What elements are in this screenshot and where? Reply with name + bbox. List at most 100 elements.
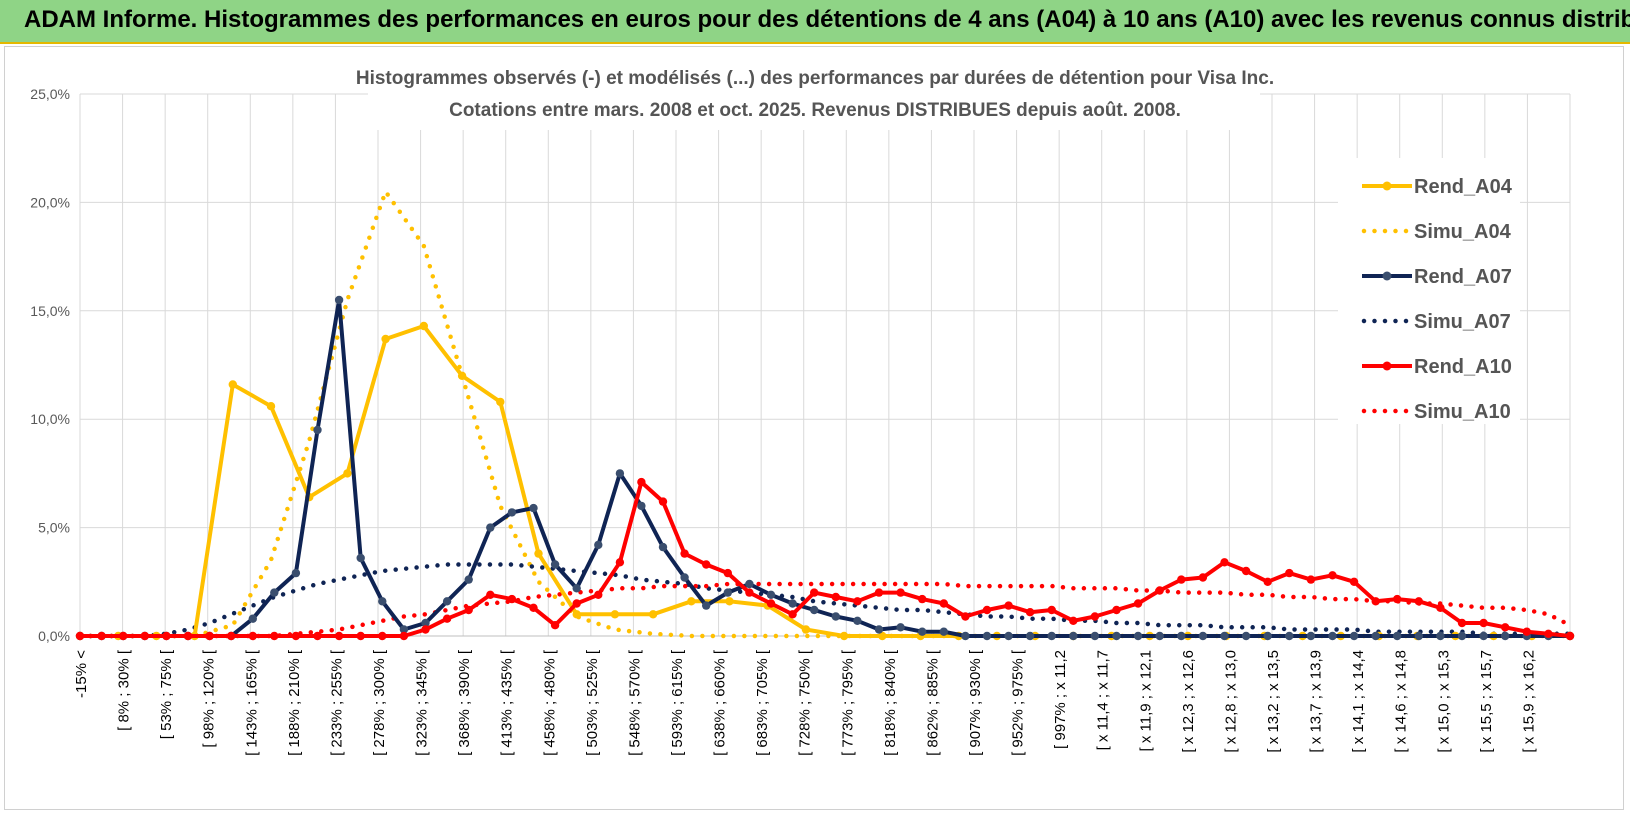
data-point [1069,616,1078,625]
data-point [1306,631,1316,641]
data-point [1349,577,1359,586]
data-point [615,469,625,478]
x-tick-label: [ x 15,0 ; x 15,3 [1435,650,1452,753]
x-tick-label: [ x 14,6 ; x 14,8 [1393,650,1410,753]
data-point [1177,575,1186,584]
data-point [399,631,409,641]
data-point [334,295,344,305]
data-point [1393,594,1402,604]
data-point [1133,599,1143,608]
data-point [687,597,696,606]
legend-label: Rend_A07 [1414,266,1512,288]
data-point [918,594,927,604]
data-point [421,625,430,634]
data-point [1155,586,1164,595]
chart-subtitle: Cotations entre mars. 2008 et oct. 2025.… [449,100,1181,121]
data-point [637,501,646,511]
data-point [1263,577,1272,586]
data-point [97,631,106,641]
data-point [745,579,754,589]
data-point [1285,568,1294,578]
chart-title: Histogrammes observés (-) et modélisés (… [356,68,1274,89]
data-point [1328,571,1337,580]
data-point [896,623,905,632]
y-axis-labels: 0,0% 5,0% 10,0% 15,0% 20,0% 25,0% [30,86,70,644]
x-tick-label: [ 278% ; 300% [ [371,649,388,756]
data-point [1133,631,1143,641]
x-tick-label: [ 188% ; 210% [ [286,649,303,756]
series-Rend_A10 [75,477,1575,641]
data-point [1198,631,1208,641]
data-point [442,614,452,623]
series-line [80,298,1570,638]
data-point [788,610,797,619]
data-point [140,631,149,641]
data-point [572,584,581,593]
x-tick-label: [ 98% ; 120% [ [201,649,218,747]
data-point [507,508,517,517]
data-point [1069,631,1078,641]
data-point [266,402,276,411]
data-point [1457,631,1467,641]
x-tick-label: [ 593% ; 615% [ [669,649,686,756]
legend-background [1338,158,1520,424]
x-tick-label: [ x 12,8 ; x 13,0 [1222,650,1239,753]
data-point [1025,608,1035,617]
data-point [1501,631,1510,641]
x-tick-label: [ x 14,1 ; x 14,4 [1350,650,1367,753]
x-tick-label: [ 233% ; 255% [ [328,649,345,756]
data-point [1306,575,1316,584]
x-tick-label: [ 773% ; 795% [ [839,649,856,756]
x-axis-labels: -15% < [ 8% ; 30% [[ 53% ; 75% [[ 98% ; 1… [73,649,1537,756]
legend: Rend_A04 Simu_A04 Rend_A07 Simu_A07 Rend_A10… [1338,158,1520,424]
data-point [831,592,840,602]
legend-label: Simu_A07 [1414,311,1511,333]
data-point [702,560,711,569]
data-point [1501,623,1510,632]
x-tick-label: [ x 11,4 ; x 11,7 [1095,650,1112,750]
x-tick-label: [ 952% ; 975% [ [1010,649,1027,756]
data-point [874,625,884,634]
data-point [723,588,732,597]
legend-label: Rend_A04 [1414,176,1513,198]
data-point [839,631,849,641]
data-point [1047,631,1056,641]
data-point [1241,631,1251,641]
x-tick-label: [ x 13,7 ; x 13,9 [1308,650,1325,753]
x-tick-label: [ 728% ; 750% [ [797,649,814,756]
data-point [419,321,428,331]
data-point [745,588,754,597]
series-line [80,480,1571,638]
x-tick-label: [ x 12,3 ; x 12,6 [1180,650,1197,753]
data-point [766,590,776,599]
data-point [228,380,237,389]
data-point [801,625,811,634]
y-tick-label: 15,0% [30,303,70,319]
x-tick-label: [ 368% ; 390% [ [456,649,473,756]
data-point [1263,631,1272,641]
x-tick-label: [ 862% ; 885% [ [924,649,941,756]
data-point [1112,631,1121,641]
data-point [343,469,352,478]
data-point [1112,605,1121,615]
data-point [442,597,452,606]
x-tick-label: [ 907% ; 930% [ [967,649,984,756]
data-point [1371,597,1380,606]
data-point [723,568,732,578]
data-point [725,597,734,606]
data-point [162,631,171,641]
data-point [610,610,620,619]
data-point [1220,558,1229,567]
x-tick-label: [ 143% ; 165% [ [243,649,260,756]
data-point [313,631,322,641]
title-background [368,62,1260,130]
data-point [702,601,711,610]
data-point [334,631,344,641]
data-point [1544,629,1553,638]
data-point [291,568,301,578]
data-point [1090,631,1100,641]
legend-marker [1382,361,1392,371]
y-tick-label: 25,0% [30,86,70,102]
data-point [878,631,887,641]
